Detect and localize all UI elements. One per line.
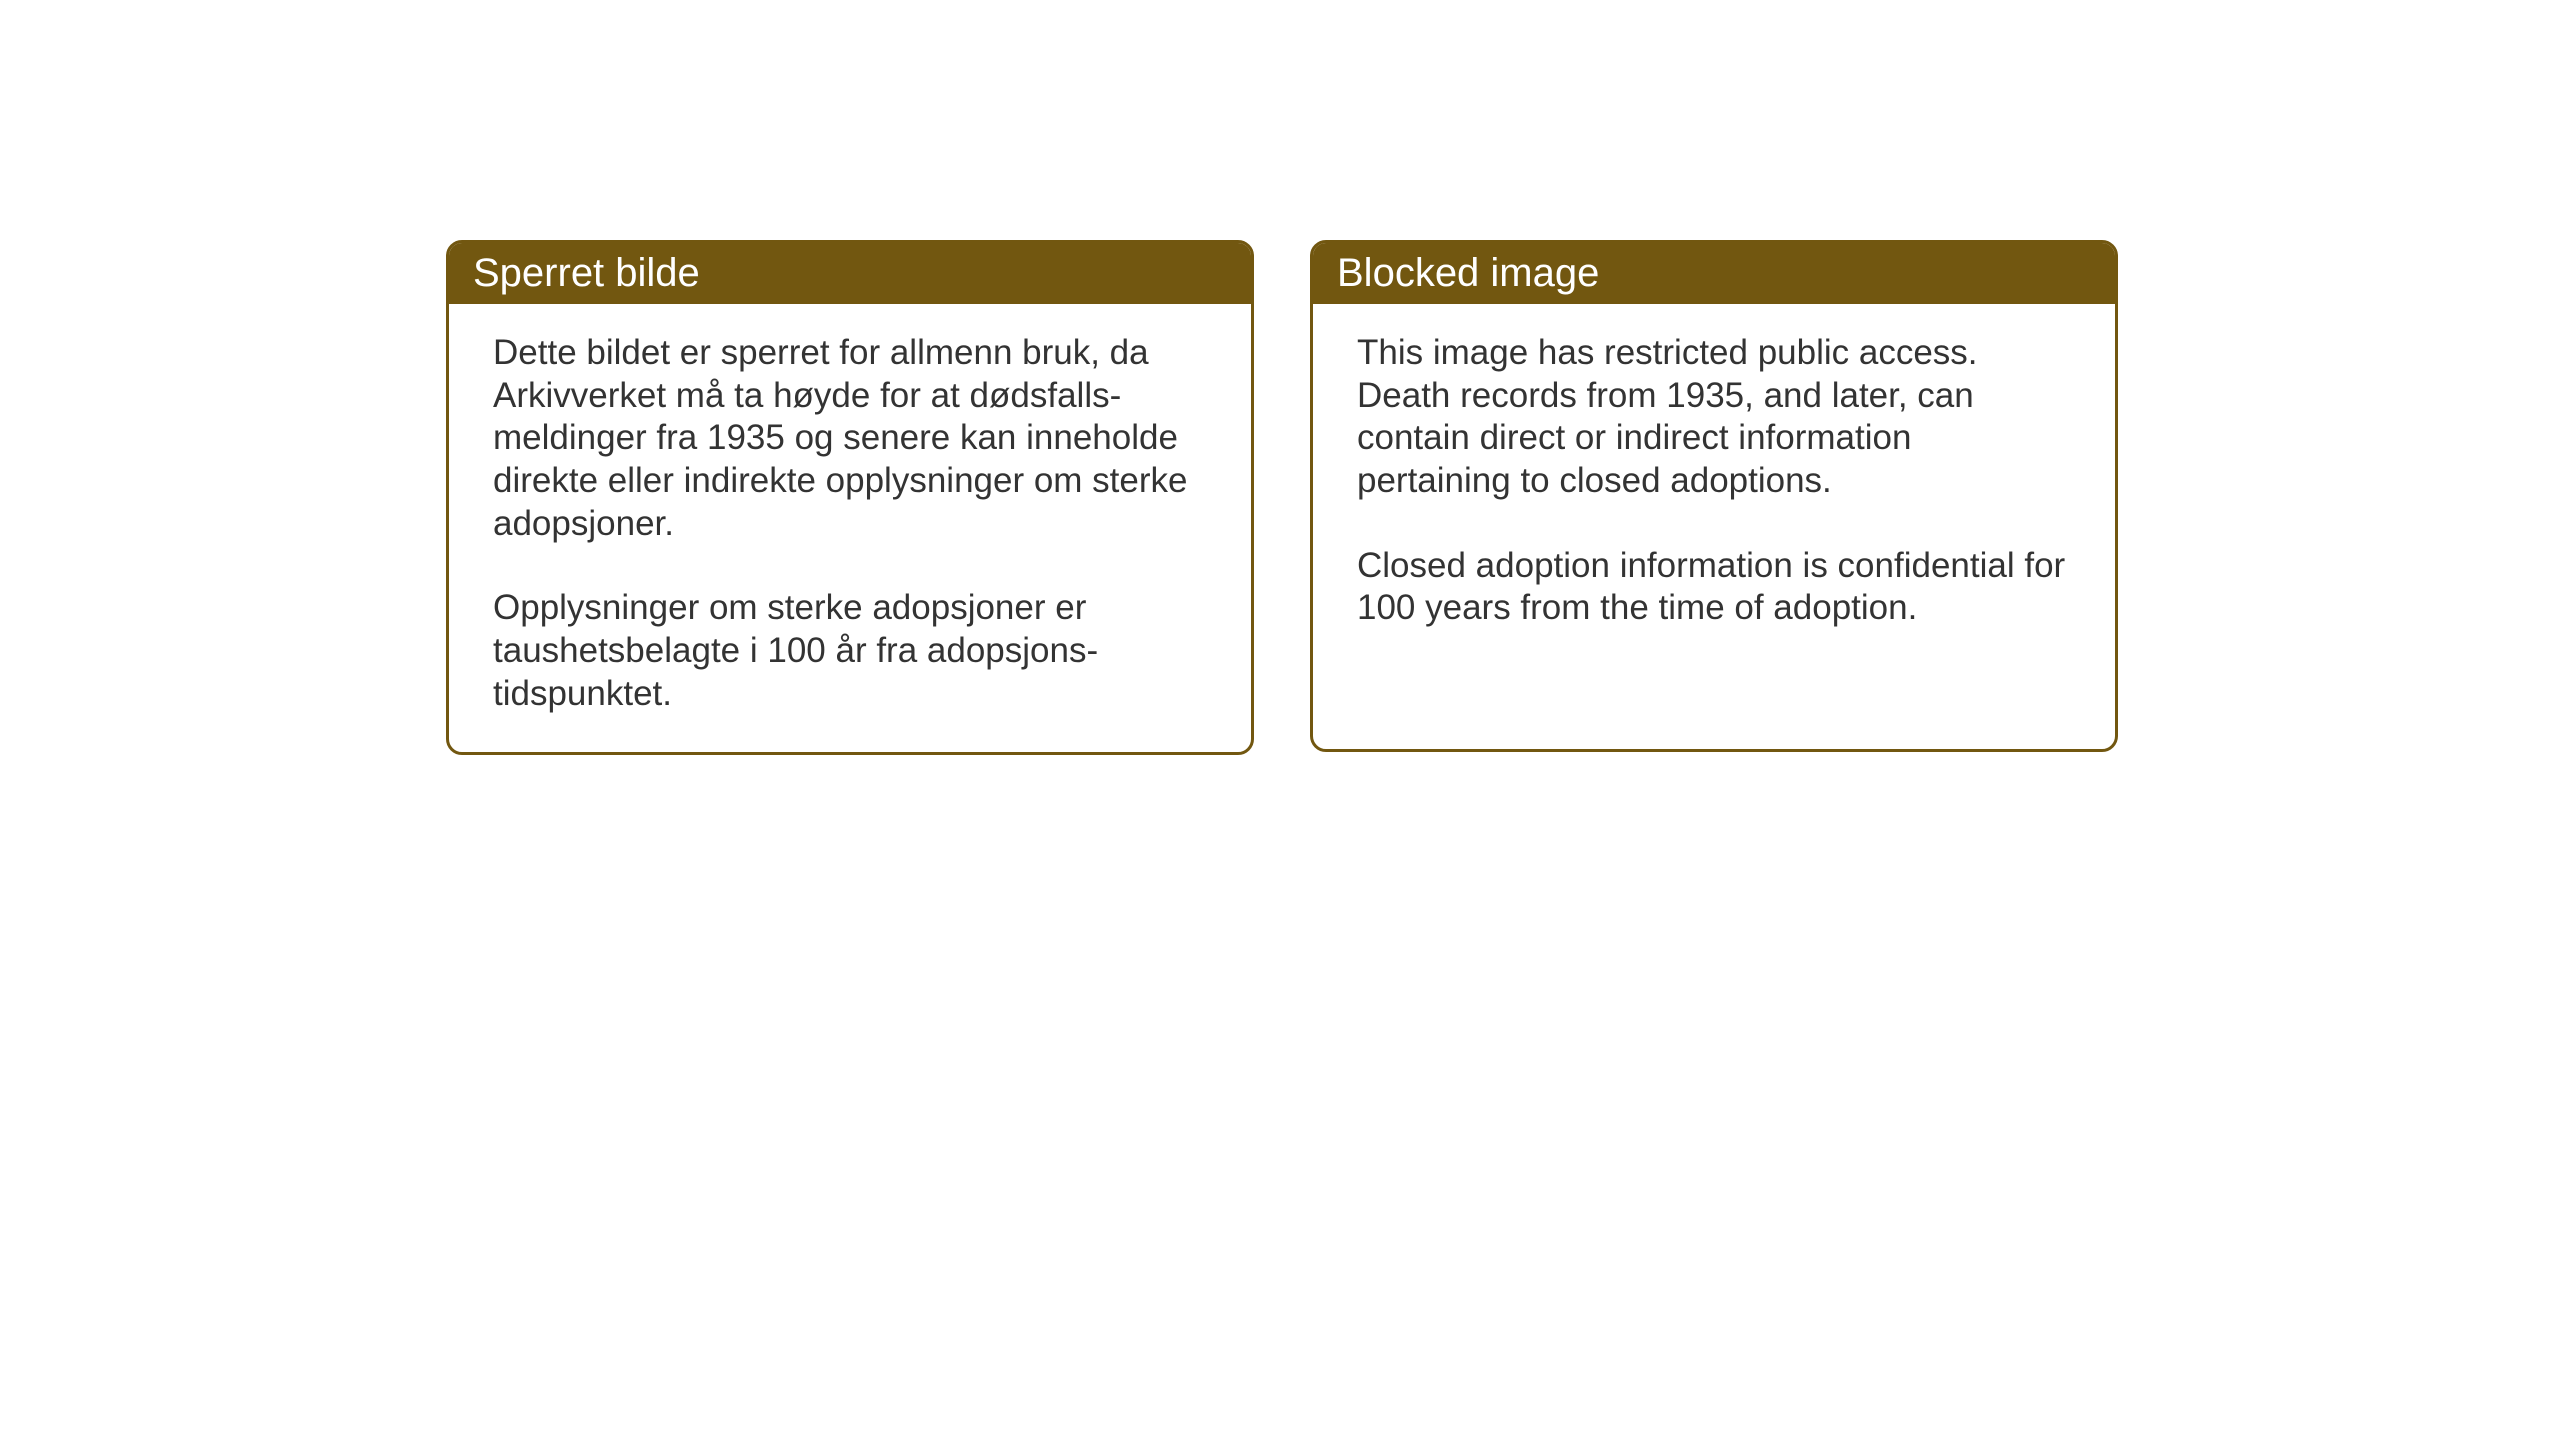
notice-card-norwegian: Sperret bilde Dette bildet er sperret fo… [446, 240, 1254, 755]
card-paragraph-1-norwegian: Dette bildet er sperret for allmenn bruk… [493, 332, 1207, 545]
card-body-norwegian: Dette bildet er sperret for allmenn bruk… [449, 304, 1251, 752]
card-paragraph-2-norwegian: Opplysninger om sterke adopsjoner er tau… [493, 587, 1207, 715]
card-title-english: Blocked image [1337, 251, 1599, 295]
card-title-norwegian: Sperret bilde [473, 251, 700, 295]
card-paragraph-1-english: This image has restricted public access.… [1357, 332, 2071, 503]
card-header-norwegian: Sperret bilde [449, 243, 1251, 304]
card-paragraph-2-english: Closed adoption information is confident… [1357, 545, 2071, 630]
notice-container: Sperret bilde Dette bildet er sperret fo… [446, 240, 2118, 755]
card-body-english: This image has restricted public access.… [1313, 304, 2115, 666]
card-header-english: Blocked image [1313, 243, 2115, 304]
notice-card-english: Blocked image This image has restricted … [1310, 240, 2118, 752]
